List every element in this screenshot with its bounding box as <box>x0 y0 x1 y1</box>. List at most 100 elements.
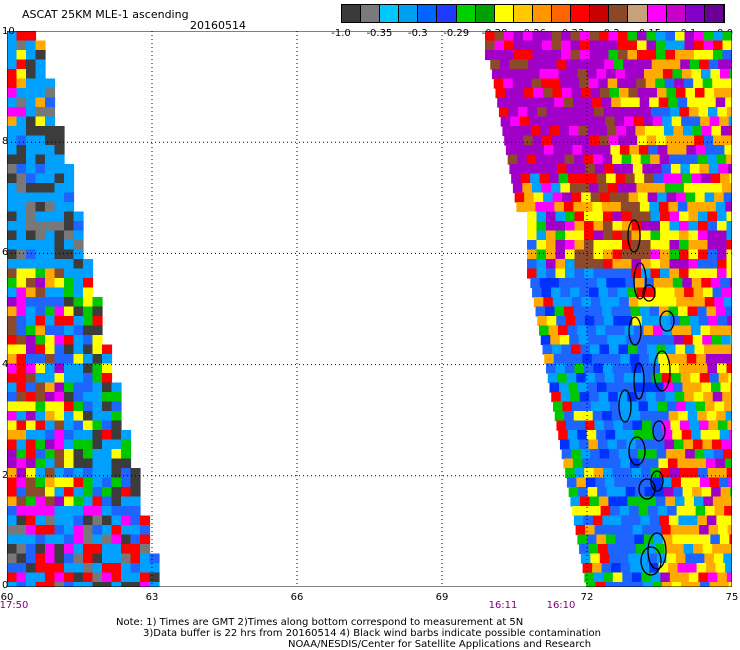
data-cell <box>64 354 75 365</box>
data-cell <box>7 116 18 127</box>
data-cell <box>669 230 680 241</box>
data-cell <box>563 97 574 108</box>
data-cell <box>604 477 616 488</box>
data-cell <box>574 230 585 241</box>
data-cell <box>729 534 732 545</box>
data-cell <box>26 145 37 156</box>
time-label-mid: 16:11 <box>488 600 518 611</box>
data-cell <box>698 268 709 279</box>
data-cell <box>45 515 56 526</box>
data-cell <box>588 439 599 450</box>
data-cell <box>594 316 605 327</box>
data-cell <box>558 325 569 336</box>
data-cell <box>614 582 625 587</box>
data-cell <box>73 401 84 412</box>
data-cell <box>102 525 113 536</box>
data-cell <box>551 392 562 403</box>
data-cell <box>602 363 614 374</box>
data-cell <box>45 506 56 517</box>
data-cell <box>140 525 151 536</box>
data-cell <box>505 145 517 156</box>
data-cell <box>529 69 541 80</box>
data-cell <box>45 116 56 127</box>
data-cell <box>574 268 585 279</box>
data-cell <box>693 78 704 89</box>
data-cell <box>726 230 732 241</box>
data-cell <box>668 563 679 574</box>
data-cell <box>130 487 141 498</box>
data-cell <box>682 173 693 184</box>
data-cell <box>715 202 726 213</box>
data-cell <box>616 126 627 137</box>
data-cell <box>102 449 113 460</box>
data-cell <box>26 259 37 270</box>
data-cell <box>7 164 18 175</box>
data-cell <box>685 297 696 308</box>
data-cell <box>602 515 613 526</box>
data-cell <box>579 392 590 403</box>
data-cell <box>498 107 510 118</box>
colorbar-swatch <box>361 5 381 22</box>
data-cell <box>102 544 113 555</box>
data-cell <box>656 449 667 460</box>
data-cell <box>92 344 103 355</box>
data-cell <box>26 135 37 146</box>
data-cell <box>596 173 607 184</box>
data-cell <box>555 154 566 165</box>
data-cell <box>601 97 612 108</box>
data-cell <box>728 582 732 587</box>
data-cell <box>625 173 636 184</box>
data-cell <box>686 506 697 517</box>
data-cell <box>580 449 591 460</box>
data-cell <box>707 211 718 222</box>
data-cell <box>637 88 649 99</box>
data-cell <box>672 69 683 80</box>
data-cell <box>7 411 18 422</box>
data-cell <box>544 97 555 108</box>
data-cell <box>605 116 616 127</box>
data-cell <box>569 335 580 346</box>
data-cell <box>92 563 103 574</box>
data-cell <box>560 287 571 298</box>
data-cell <box>35 325 46 336</box>
data-cell <box>121 534 132 545</box>
data-cell <box>121 544 132 555</box>
data-cell <box>604 525 615 536</box>
data-cell <box>615 278 626 289</box>
data-cell <box>721 544 732 555</box>
data-cell <box>694 449 705 460</box>
data-cell <box>596 278 607 289</box>
data-cell <box>688 268 699 279</box>
data-cell <box>595 477 606 488</box>
data-cell <box>7 173 18 184</box>
data-cell <box>709 373 720 384</box>
data-cell <box>699 59 710 70</box>
data-cell <box>537 316 548 327</box>
data-cell <box>92 449 103 460</box>
data-cell <box>683 439 694 450</box>
data-cell <box>657 192 668 203</box>
data-cell <box>570 392 581 403</box>
data-cell <box>715 563 726 574</box>
data-cell <box>523 31 534 42</box>
data-cell <box>26 240 37 251</box>
data-cell <box>564 154 575 165</box>
data-cell <box>111 544 122 555</box>
data-cell <box>703 31 714 42</box>
data-cell <box>26 515 37 526</box>
data-cell <box>501 69 512 80</box>
data-cell <box>679 211 690 222</box>
data-cell <box>718 525 729 536</box>
data-cell <box>708 420 719 431</box>
data-cell <box>589 135 600 146</box>
data-cell <box>583 154 594 165</box>
data-cell <box>593 230 604 241</box>
data-cell <box>639 202 650 213</box>
data-cell <box>640 154 651 165</box>
lon-tick-label: 72 <box>580 592 594 603</box>
data-cell <box>552 88 563 99</box>
data-cell <box>665 31 676 42</box>
data-cell <box>555 211 566 222</box>
data-cell <box>54 268 65 279</box>
data-cell <box>636 496 647 507</box>
